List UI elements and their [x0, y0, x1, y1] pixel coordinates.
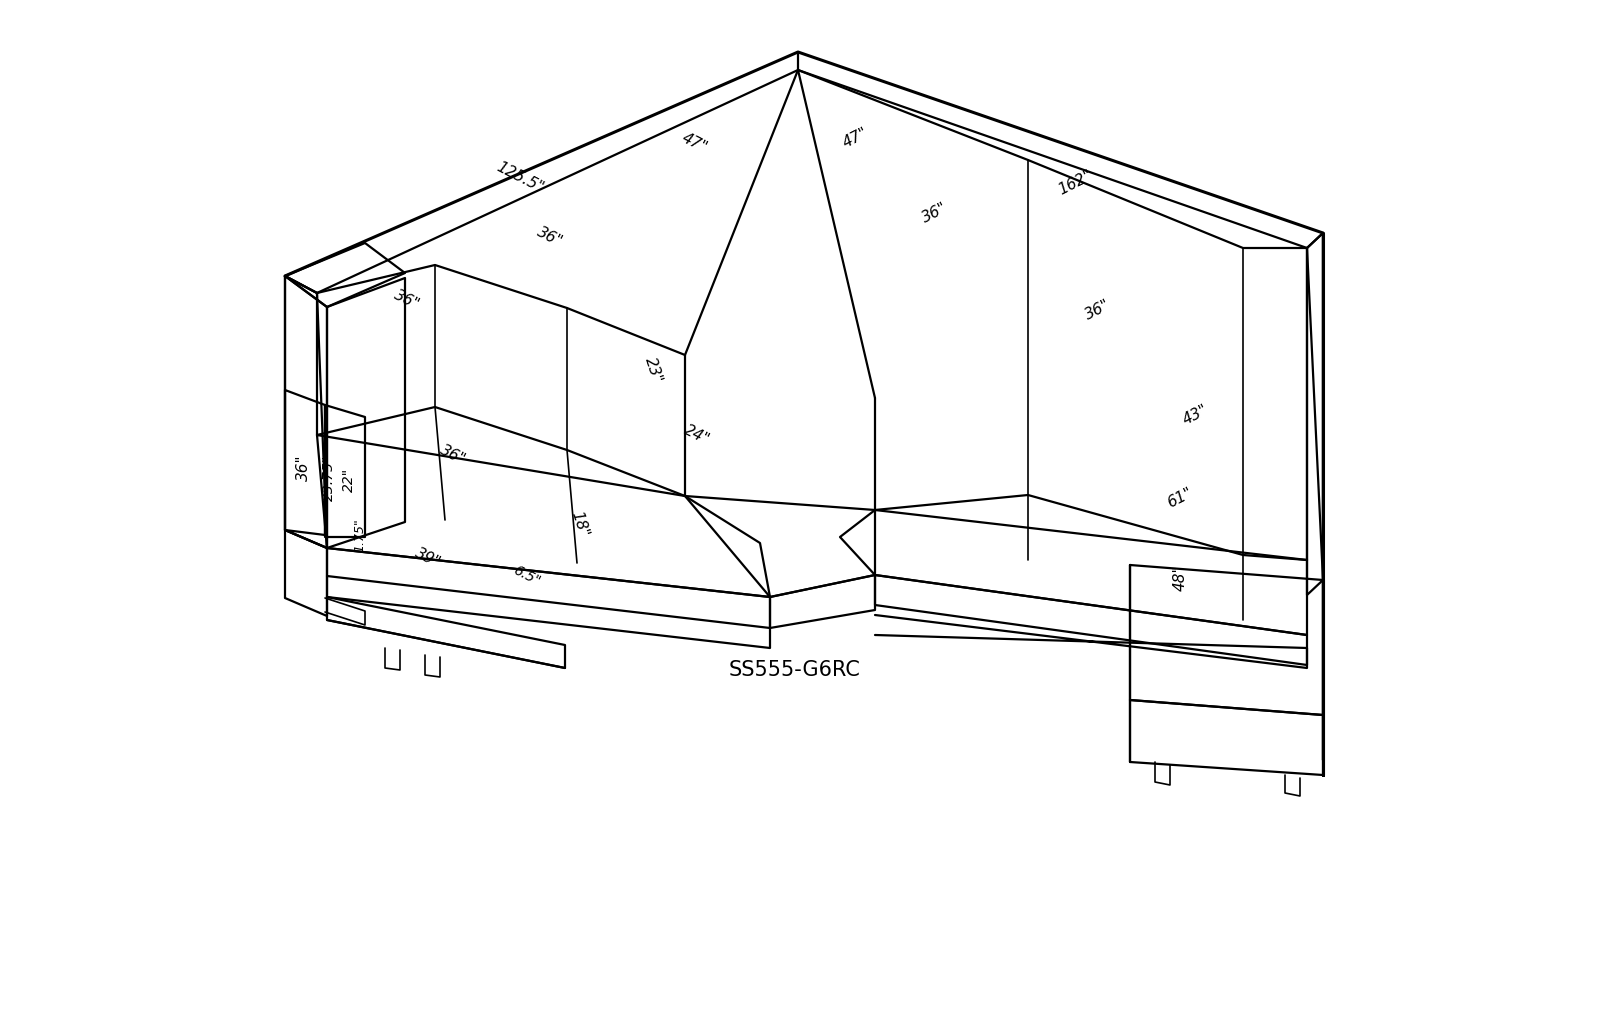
- Text: 23.75": 23.75": [322, 455, 336, 501]
- Text: 36": 36": [534, 225, 565, 250]
- Text: 39": 39": [413, 546, 443, 571]
- Text: 22": 22": [342, 468, 355, 492]
- Text: 36": 36": [438, 442, 469, 467]
- Text: 24": 24": [682, 423, 712, 448]
- Text: 162": 162": [1056, 168, 1094, 198]
- Text: 61": 61": [1165, 486, 1195, 511]
- Text: 125.5": 125.5": [494, 160, 546, 196]
- Text: 36": 36": [1083, 298, 1114, 323]
- Text: 48": 48": [1173, 565, 1187, 591]
- Text: 18": 18": [568, 509, 592, 538]
- Text: SS555-G6RC: SS555-G6RC: [730, 660, 861, 680]
- Text: 36": 36": [392, 288, 422, 313]
- Text: 43": 43": [1179, 402, 1210, 428]
- Text: 23": 23": [642, 355, 664, 385]
- Text: 47": 47": [840, 125, 870, 150]
- Text: 47": 47": [680, 130, 710, 155]
- Text: 36": 36": [920, 200, 950, 226]
- Text: 1.75": 1.75": [354, 518, 366, 552]
- Text: 6.5": 6.5": [510, 563, 542, 588]
- Text: 36": 36": [296, 455, 310, 482]
